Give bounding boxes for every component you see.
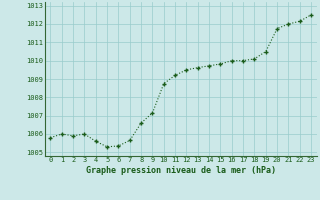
X-axis label: Graphe pression niveau de la mer (hPa): Graphe pression niveau de la mer (hPa) [86,166,276,175]
